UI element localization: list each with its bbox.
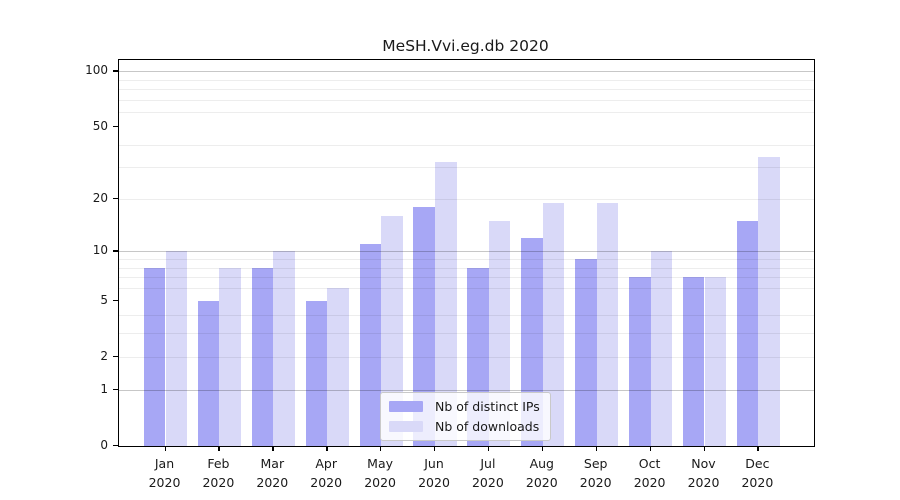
y-tick-mark-50 — [113, 125, 118, 128]
y-tick-mark-100 — [113, 70, 118, 72]
x-tick-mark-feb — [218, 446, 220, 451]
y-tick-mark-10 — [113, 250, 118, 252]
x-tick-label-sep: Sep 2020 — [579, 456, 612, 490]
x-tick-label-nov: Nov 2020 — [687, 456, 720, 490]
bar-dec-downloads — [758, 157, 780, 446]
x-tick-mark-jul — [487, 446, 490, 451]
gridline-9 — [119, 259, 814, 260]
y-tick-label-100: 100 — [85, 63, 108, 78]
y-tick-label-0: 0 — [100, 438, 108, 452]
y-tick-mark-1 — [113, 388, 118, 391]
bar-mar-distinct-ips — [251, 267, 274, 446]
bar-aug-downloads — [542, 202, 565, 446]
x-tick-mark-may — [380, 446, 382, 451]
gridline-7 — [119, 277, 814, 279]
bar-may-distinct-ips — [359, 244, 382, 446]
x-tick-label-jun: Jun 2020 — [418, 456, 450, 490]
x-tick-mark-jun — [434, 446, 436, 451]
x-tick-mark-sep — [595, 446, 598, 451]
x-tick-label-dec: Dec 2020 — [741, 456, 774, 490]
gridline-90 — [119, 79, 814, 81]
gridline-20 — [119, 198, 814, 200]
gridline-2 — [119, 356, 814, 358]
bar-jul-downloads — [488, 220, 511, 446]
bar-dec-distinct-ips — [736, 220, 759, 446]
chart-title: MeSH.Vvi.eg.db 2020 — [382, 37, 549, 55]
bar-jun-distinct-ips — [413, 206, 435, 446]
y-tick-label-20: 20 — [92, 190, 108, 205]
legend-swatch-distinct-ips — [389, 401, 423, 412]
x-tick-label-oct: Oct 2020 — [633, 456, 666, 490]
x-tick-label-mar: Mar 2020 — [256, 456, 289, 490]
gridline-10 — [119, 251, 814, 253]
bar-sep-downloads — [596, 202, 619, 446]
y-tick-mark-20 — [113, 197, 118, 200]
y-tick-label-1: 1 — [100, 381, 108, 396]
gridline-70 — [119, 99, 814, 101]
x-tick-mark-apr — [326, 446, 328, 451]
bar-nov-downloads — [704, 277, 727, 446]
legend-swatch-downloads — [389, 421, 423, 432]
x-tick-label-aug: Aug 2020 — [525, 456, 558, 490]
legend-label-distinct-ips: Nb of distinct IPs — [435, 399, 540, 414]
bar-apr-distinct-ips — [305, 300, 328, 446]
gridline-80 — [119, 89, 814, 91]
bar-may-downloads — [381, 215, 403, 446]
gridline-3 — [119, 333, 814, 335]
x-tick-label-jul: Jul 2020 — [471, 456, 504, 490]
x-tick-mark-dec — [757, 446, 759, 451]
bar-jan-downloads — [165, 251, 188, 446]
x-tick-mark-aug — [541, 446, 544, 451]
legend: Nb of distinct IPs Nb of downloads — [380, 392, 551, 441]
plot-area — [118, 59, 815, 447]
gridline-40 — [119, 144, 814, 146]
x-tick-label-jan: Jan 2020 — [148, 456, 181, 490]
legend-item-downloads: Nb of downloads — [389, 419, 540, 434]
gridline-4 — [119, 315, 814, 317]
bar-oct-downloads — [650, 251, 673, 446]
x-tick-label-apr: Apr 2020 — [310, 456, 343, 490]
x-tick-mark-oct — [649, 446, 651, 451]
bar-jan-distinct-ips — [143, 267, 166, 446]
gridline-6 — [119, 288, 814, 289]
gridline-8 — [119, 267, 814, 269]
x-tick-mark-jan — [164, 446, 166, 451]
y-tick-label-10: 10 — [92, 243, 108, 258]
x-tick-label-may: May 2020 — [364, 456, 396, 490]
legend-item-distinct-ips: Nb of distinct IPs — [389, 399, 540, 414]
bar-mar-downloads — [273, 251, 295, 446]
x-tick-label-feb: Feb 2020 — [202, 456, 235, 490]
x-tick-mark-mar — [272, 446, 274, 451]
bar-feb-downloads — [219, 267, 241, 446]
bar-sep-distinct-ips — [575, 259, 597, 446]
y-tick-label-50: 50 — [92, 118, 108, 133]
y-tick-mark-0 — [113, 445, 118, 447]
gridline-30 — [119, 167, 814, 169]
gridline-1 — [119, 389, 814, 391]
legend-label-downloads: Nb of downloads — [435, 419, 540, 434]
y-tick-mark-2 — [113, 355, 118, 358]
bar-apr-downloads — [327, 288, 349, 446]
y-tick-label-2: 2 — [100, 348, 108, 363]
bar-oct-distinct-ips — [629, 277, 651, 446]
bar-jun-downloads — [435, 162, 457, 446]
gridline-60 — [119, 112, 814, 114]
bar-nov-distinct-ips — [682, 277, 705, 446]
x-tick-mark-nov — [703, 446, 705, 451]
gridline-100 — [119, 71, 814, 73]
y-tick-mark-5 — [113, 299, 118, 301]
bar-feb-distinct-ips — [197, 300, 220, 446]
y-tick-label-5: 5 — [100, 292, 108, 307]
